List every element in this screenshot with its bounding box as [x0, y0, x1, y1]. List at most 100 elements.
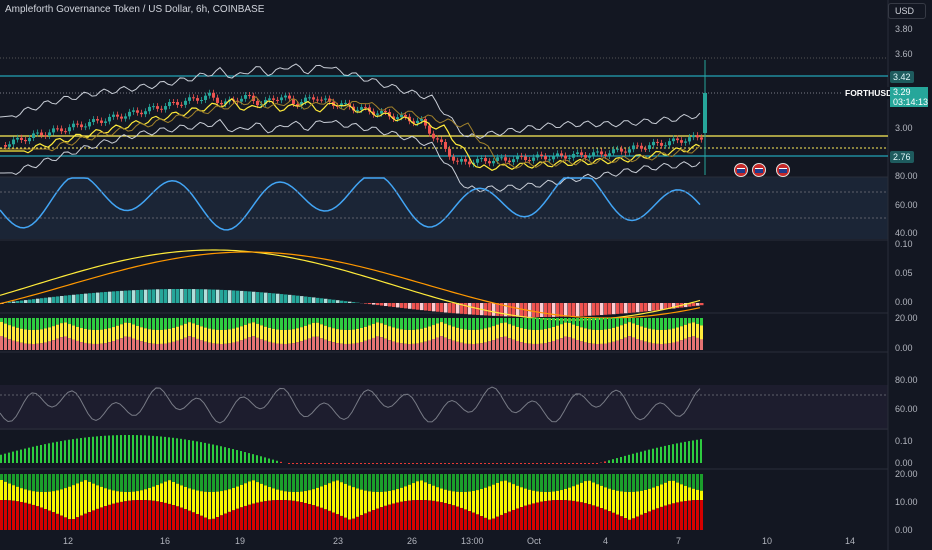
volume2-bar-red — [36, 506, 39, 530]
histogram-bar — [552, 463, 554, 464]
currency-button[interactable]: USD — [888, 3, 926, 19]
volume-bar-green — [108, 318, 111, 329]
candle-body — [60, 128, 63, 132]
volume2-bar-red — [264, 501, 267, 530]
volume-bar-red — [172, 341, 175, 350]
macd-histogram-bar — [120, 290, 124, 303]
volume-bar-red — [432, 339, 435, 350]
macd-histogram-bar — [244, 291, 248, 303]
macd-histogram-bar — [536, 303, 540, 317]
volume2-bar-red — [52, 512, 55, 530]
us-flag-icon[interactable] — [752, 163, 766, 177]
macd-histogram-bar — [548, 303, 552, 317]
histogram-bar — [28, 447, 30, 463]
candle-body — [288, 95, 291, 99]
volume2-bar-green — [676, 474, 679, 483]
macd-histogram-bar — [216, 289, 220, 303]
volume-bar-red — [440, 336, 443, 350]
volume2-bar-yellow — [668, 480, 671, 505]
volume2-bar-red — [440, 502, 443, 530]
volume2-bar-red — [368, 511, 371, 530]
us-flag-icon[interactable] — [776, 163, 790, 177]
volume2-bar-yellow — [424, 482, 427, 501]
volume2-bar-yellow — [132, 491, 135, 501]
volume-bar-green — [360, 318, 363, 329]
macd-histogram-bar — [584, 303, 588, 316]
histogram-bar — [636, 452, 638, 463]
volume2-bar-yellow — [0, 480, 3, 500]
volume-bar-green — [540, 318, 543, 330]
macd-histogram-bar — [412, 303, 416, 310]
volume-bar-yellow — [108, 328, 111, 343]
volume-bar-yellow — [284, 329, 287, 344]
volume-bar-yellow — [268, 327, 271, 342]
candle-body — [292, 98, 295, 105]
candle-body — [672, 138, 675, 142]
volume-bar-green — [124, 318, 127, 323]
histogram-bar — [372, 463, 374, 464]
volume-bar-red — [344, 343, 347, 350]
volume2-bar-red — [632, 518, 635, 530]
volume-bar-red — [316, 336, 319, 350]
volume2-bar-red — [636, 516, 639, 530]
volume2-bar-red — [412, 500, 415, 530]
volume2-bar-green — [320, 474, 323, 487]
volume-bar-yellow — [132, 324, 135, 339]
volume2-bar-red — [184, 509, 187, 530]
volume-bar-yellow — [92, 329, 95, 344]
histogram-bar — [532, 463, 534, 464]
last-price-tag: 3.29 03:14:13 — [890, 87, 928, 107]
volume-bar-red — [28, 343, 31, 350]
candle-body — [132, 110, 135, 112]
macd-histogram-bar — [24, 300, 28, 303]
volume-bar-red — [656, 343, 659, 350]
volume2-bar-red — [80, 515, 83, 530]
volume2-bar-green — [44, 474, 47, 492]
volume-bar-red — [120, 338, 123, 350]
volume-bar-green — [116, 318, 119, 326]
us-flag-icon[interactable] — [734, 163, 748, 177]
macd-histogram-bar — [68, 295, 72, 303]
volume-bar-yellow — [516, 326, 519, 341]
volume2-bar-green — [236, 474, 239, 487]
volume-bar-red — [100, 343, 103, 350]
volume2-bar-yellow — [288, 491, 291, 501]
volume-bar-red — [32, 343, 35, 350]
histogram-bar — [256, 455, 258, 463]
volume2-bar-red — [660, 506, 663, 530]
volume-bar-yellow — [52, 326, 55, 341]
macd-histogram-bar — [84, 293, 88, 303]
volume2-bar-red — [308, 504, 311, 530]
volume-bar-yellow — [604, 329, 607, 344]
histogram-bar — [360, 463, 362, 464]
volume-bar-yellow — [188, 322, 191, 337]
volume2-bar-yellow — [692, 488, 695, 501]
volume2-bar-red — [4, 500, 7, 530]
volume2-bar-green — [508, 474, 511, 483]
volume2-bar-green — [8, 474, 11, 484]
volume2-bar-yellow — [24, 489, 27, 503]
volume-bar-red — [376, 336, 379, 350]
volume2-bar-red — [600, 508, 603, 530]
macd-histogram-bar — [280, 294, 284, 303]
volume2-bar-green — [160, 474, 163, 484]
volume-bar-yellow — [204, 327, 207, 342]
volume-bar-yellow — [340, 329, 343, 344]
candle-body — [144, 111, 147, 115]
volume2-bar-red — [656, 508, 659, 530]
histogram-bar — [468, 463, 470, 464]
candle-body — [448, 148, 451, 157]
volume2-bar-red — [124, 501, 127, 530]
macd-histogram-bar — [592, 303, 596, 316]
volume2-bar-green — [340, 474, 343, 483]
volume-bar-green — [476, 318, 479, 330]
histogram-bar — [272, 459, 274, 463]
volume-bar-green — [176, 318, 179, 327]
volume-bar-red — [336, 343, 339, 350]
volume-bar-yellow — [480, 329, 483, 344]
histogram-bar — [528, 463, 530, 464]
volume-bar-green — [48, 318, 51, 328]
candle-body — [36, 132, 39, 134]
volume2-bar-yellow — [228, 489, 231, 512]
